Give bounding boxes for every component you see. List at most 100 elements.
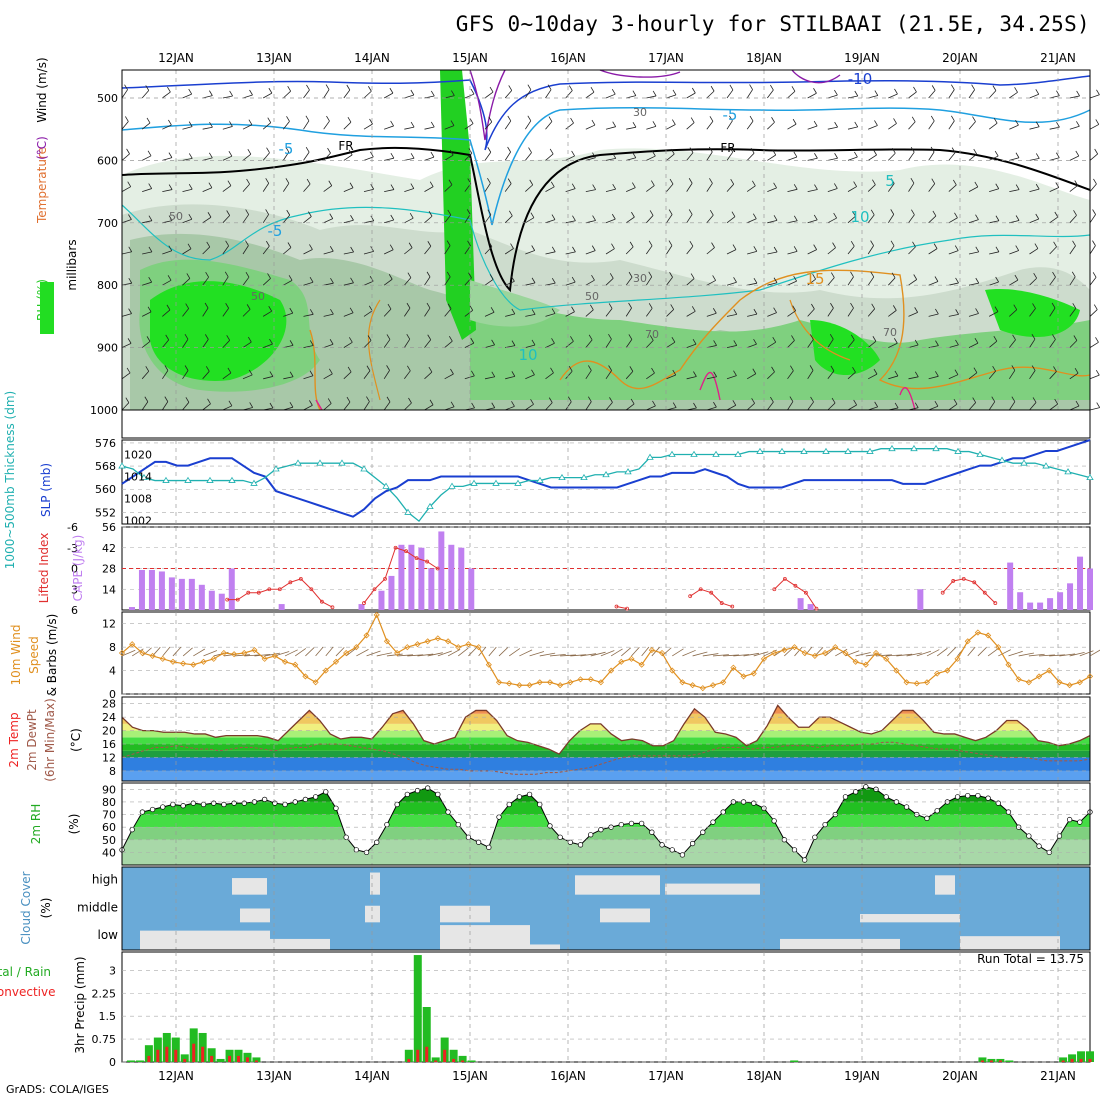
precip-conv-bar — [165, 1046, 169, 1062]
wind-barb-flag — [972, 116, 976, 122]
wind-marker — [944, 667, 951, 674]
wind-barb-10m — [682, 649, 696, 657]
cape-bar — [448, 544, 455, 610]
wind-barb — [424, 156, 435, 161]
wind-barb-10m — [427, 652, 443, 657]
wind-barb-flag — [934, 401, 939, 407]
wind-barb-flag — [933, 243, 938, 249]
precip-conv-bar — [443, 1049, 447, 1062]
precip-total-bar — [1068, 1054, 1077, 1062]
dewpoint-line — [121, 741, 1091, 775]
wind-barb-flag — [410, 89, 415, 96]
wind-barb-flag — [608, 365, 612, 371]
ytick-left: 552 — [95, 506, 116, 519]
wind-barb-10m — [875, 654, 892, 657]
wind-barb — [928, 90, 936, 99]
wind-barb-flag — [1052, 334, 1056, 340]
wind-barb — [343, 89, 351, 99]
wind-barb — [343, 121, 352, 130]
contour-label: 5 — [885, 172, 895, 190]
wind-barb — [726, 120, 733, 130]
wind-barb — [303, 216, 312, 224]
wind-barb-flag — [246, 304, 251, 310]
wind-barb-flag — [850, 240, 855, 247]
wind-barb — [767, 371, 775, 380]
wind-barb — [444, 245, 451, 255]
wind-barb-flag — [571, 276, 576, 283]
wind-barb-flag — [814, 153, 818, 159]
rh-marker — [588, 832, 594, 838]
wind-barb — [807, 92, 817, 99]
wind-marker — [801, 649, 808, 657]
wind-barb — [1069, 405, 1080, 411]
thickness-marker — [1086, 473, 1094, 481]
wind-barb-flag — [1056, 90, 1060, 96]
rh-marker — [160, 804, 166, 810]
wind-barb — [767, 312, 777, 317]
wind-barb-flag — [773, 182, 777, 189]
wind-barb — [404, 307, 411, 317]
wind-barb — [202, 276, 209, 286]
wind-barb — [363, 156, 374, 161]
wind-barb — [827, 402, 836, 411]
wind-barb-10m — [366, 650, 381, 657]
wind-barb-flag — [350, 215, 354, 221]
wind-barb-flag — [588, 334, 593, 341]
wind-barb — [283, 90, 291, 99]
wind-barb — [524, 120, 532, 130]
wind-barb — [182, 370, 189, 380]
wind-barb — [948, 152, 956, 161]
wind-barb-flag — [309, 309, 314, 315]
wind-barb — [1008, 370, 1016, 380]
wind-barb-flag — [430, 121, 435, 128]
wind-barb-flag — [973, 367, 978, 373]
rh-marker — [302, 796, 309, 803]
wind-barb-flag — [813, 244, 817, 250]
wind-barb — [262, 183, 270, 192]
wind-barb-10m — [926, 649, 940, 657]
wind-barb — [767, 401, 774, 411]
wind-barb-flag — [628, 271, 633, 278]
wind-barb-flag — [551, 214, 556, 220]
wind-barb — [384, 125, 394, 130]
wind-barb — [706, 183, 713, 192]
wind-barb — [565, 340, 574, 348]
wind-barb-flag — [893, 338, 898, 344]
rh-marker — [506, 801, 512, 808]
wind-barb-10m — [733, 654, 750, 657]
wind-barb-flag — [287, 86, 292, 92]
precip-conv-bar — [147, 1055, 151, 1062]
wind-barb — [242, 183, 250, 192]
wind-barb — [1089, 309, 1098, 317]
rh-border — [121, 782, 1091, 866]
wind-barb-flag — [550, 367, 554, 374]
wind-barb — [1069, 125, 1080, 130]
rh-marker — [394, 801, 400, 808]
wind-barb — [222, 185, 232, 192]
wind-barb — [1029, 218, 1039, 224]
wind-barb — [303, 281, 314, 286]
wind-barb-flag — [350, 277, 354, 284]
wind-barb-flag — [511, 308, 516, 315]
rh-marker — [934, 808, 940, 814]
wind-barb-flag — [691, 87, 696, 94]
wind-barb-flag — [1055, 152, 1060, 158]
thickness-marker — [118, 462, 126, 469]
wind-barb-flag — [992, 85, 997, 91]
wind-barb — [162, 250, 172, 255]
wind-barb — [505, 313, 515, 317]
wind-barb — [222, 308, 229, 317]
rh-shade — [150, 281, 287, 381]
cape-bar — [1017, 592, 1024, 610]
wind-barb — [525, 250, 535, 255]
wind-barb-flag — [1035, 183, 1040, 190]
wind-barb — [666, 309, 674, 317]
rh-marker — [272, 800, 278, 806]
wind-barb-10m — [947, 647, 957, 657]
wind-barb — [121, 313, 132, 317]
wind-barb-flag — [631, 211, 635, 218]
wind-barb — [807, 339, 814, 348]
wind-barb — [888, 277, 896, 286]
wind-barb — [1049, 246, 1057, 255]
wind-barb-flag — [487, 147, 492, 153]
